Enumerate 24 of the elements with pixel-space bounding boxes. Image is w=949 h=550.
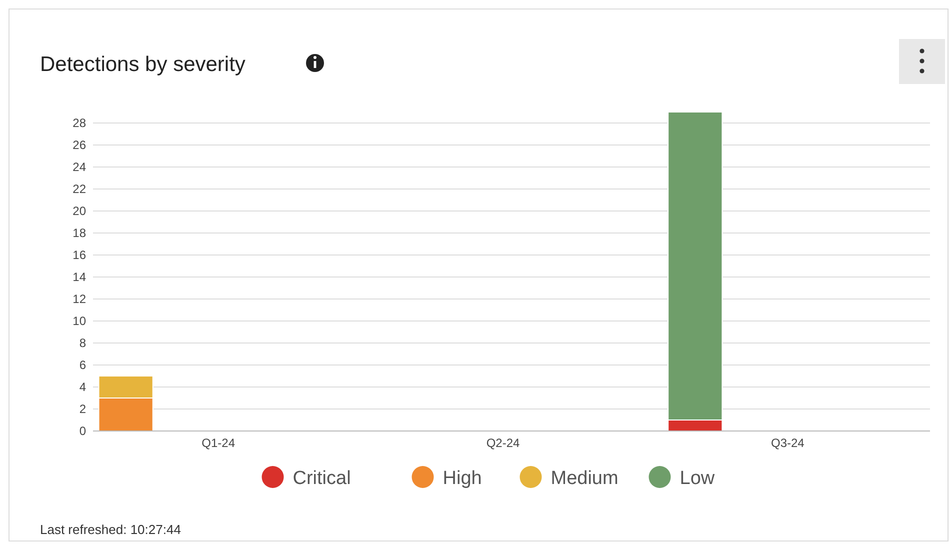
y-tick-label: 18 (72, 226, 86, 240)
x-tick-label: Q3-24 (770, 436, 805, 450)
y-tick-label: 28 (72, 116, 86, 130)
y-tick-label: 10 (72, 314, 86, 328)
y-tick-label: 4 (79, 380, 86, 394)
chart-title: Detections by severity (40, 53, 246, 76)
y-tick-label: 6 (79, 358, 86, 372)
y-tick-label: 0 (79, 424, 86, 438)
y-tick-label: 20 (72, 204, 86, 218)
legend-label: Low (680, 468, 715, 489)
text: Last refreshed: 10:27:44 (40, 522, 181, 537)
legend-label: Critical (292, 468, 351, 489)
y-tick-label: 16 (72, 248, 86, 262)
y-tick-label: 8 (79, 336, 86, 350)
y-tick-label: 24 (72, 160, 86, 174)
y-tick-label: 14 (72, 270, 86, 284)
y-tick-label: 22 (72, 182, 86, 196)
x-tick-label: Q2-24 (486, 436, 520, 450)
x-tick-label: Q1-24 (202, 436, 236, 450)
legend-label: High (442, 468, 482, 489)
y-tick-label: 2 (79, 402, 86, 416)
legend-label: Medium (550, 468, 618, 489)
y-tick-label: 12 (72, 292, 86, 306)
y-tick-label: 26 (72, 138, 86, 152)
